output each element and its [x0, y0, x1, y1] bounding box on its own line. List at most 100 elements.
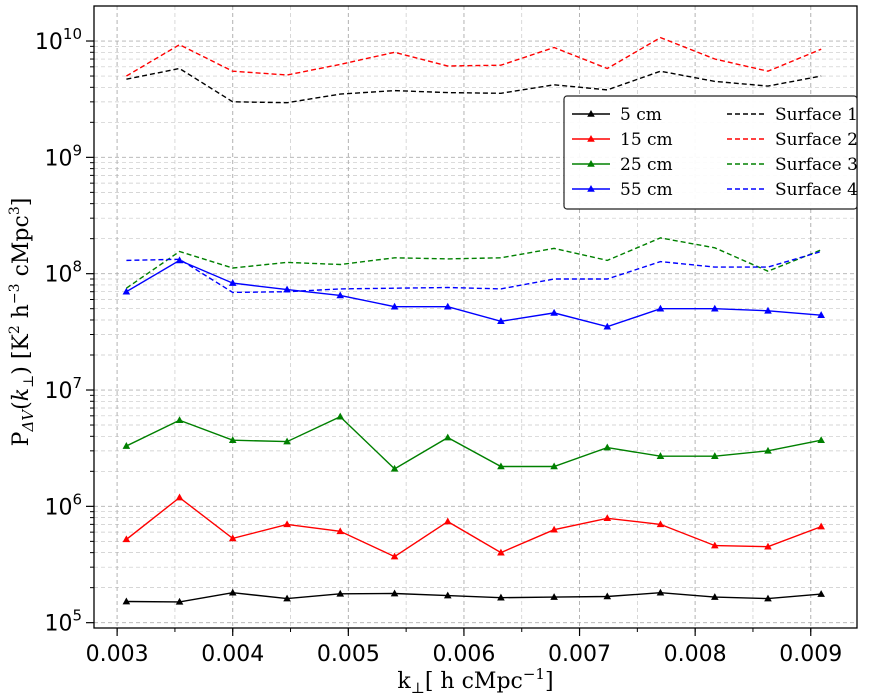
- x-tick-label: 0.009: [779, 642, 842, 667]
- data-point: [283, 594, 291, 602]
- y-tick-label: 109: [44, 141, 82, 171]
- legend-marker: [587, 110, 595, 117]
- x-tick-label: 0.008: [664, 642, 727, 667]
- data-point: [550, 525, 558, 533]
- data-point: [656, 520, 665, 528]
- x-axis-label: k⊥[ h cMpc−1]: [397, 665, 553, 697]
- series-layer: [122, 36, 825, 605]
- data-point: [175, 416, 184, 424]
- data-point: [550, 308, 558, 316]
- data-point: [443, 433, 452, 441]
- data-point: [656, 588, 665, 596]
- x-tick-label: 0.007: [548, 642, 611, 667]
- data-point: [336, 527, 345, 535]
- series-line: [126, 415, 822, 470]
- plot-frame: [93, 5, 858, 629]
- series-line: [125, 496, 822, 558]
- legend-label: Surface 3: [775, 155, 858, 175]
- data-point: [228, 588, 237, 596]
- y-tick-label: 107: [44, 374, 82, 404]
- legend-label: Surface 4: [775, 180, 858, 200]
- data-point: [711, 593, 719, 600]
- data-point: [603, 443, 612, 451]
- data-point: [711, 304, 719, 312]
- series-line: [126, 591, 822, 603]
- x-tick-label: 0.004: [201, 642, 264, 667]
- data-point: [336, 412, 345, 420]
- y-tick-label: 105: [44, 607, 82, 637]
- y-axis-label: PΔV(k⊥) [K2 h−3 cMpc3]: [7, 198, 37, 447]
- data-point: [817, 311, 825, 318]
- data-point: [817, 436, 825, 444]
- data-point: [817, 590, 825, 597]
- data-point: [122, 287, 131, 295]
- axis-ticks: 0.003 0.004 0.005 0.006 0.007 0.008 0.009 105 10…: [35, 25, 842, 667]
- legend-item: 15 cm: [572, 130, 673, 150]
- legend-item: Surface 3: [727, 155, 858, 175]
- legend-marker: [587, 135, 595, 142]
- x-tick-label: 0.003: [86, 642, 149, 667]
- data-point: [764, 594, 772, 602]
- y-tick-label: 108: [44, 258, 82, 288]
- series-surface-2: [126, 36, 822, 77]
- x-tick-label: 0.005: [317, 642, 380, 667]
- data-point: [497, 548, 505, 556]
- series-line: [126, 36, 822, 77]
- series-5-cm: [122, 588, 825, 605]
- data-point: [122, 597, 131, 605]
- series-55-cm: [122, 256, 825, 330]
- data-point: [550, 462, 558, 470]
- data-point: [283, 285, 291, 293]
- series-line: [126, 250, 822, 294]
- data-point: [656, 304, 665, 312]
- legend: 5 cm 15 cm 25 cm 55 cm Surface 1 Surface 2 Sur…: [563, 95, 858, 210]
- data-point: [603, 322, 612, 330]
- series-surface-1: [126, 67, 822, 104]
- legend-item: 5 cm: [572, 105, 662, 125]
- series-line: [126, 237, 822, 289]
- data-point: [764, 542, 772, 550]
- data-point: [283, 520, 291, 528]
- data-point: [497, 317, 505, 325]
- legend-item: 25 cm: [572, 155, 673, 175]
- legend-label: Surface 2: [775, 130, 858, 150]
- data-point: [443, 517, 452, 525]
- legend-label: 5 cm: [620, 105, 662, 125]
- series-15-cm: [122, 493, 825, 560]
- data-point: [228, 436, 237, 444]
- grid: [94, 6, 857, 628]
- legend-label: 15 cm: [620, 130, 673, 150]
- legend-marker: [587, 160, 595, 167]
- x-tick-label: 0.006: [432, 642, 495, 667]
- series-25-cm: [122, 412, 825, 472]
- data-point: [603, 592, 612, 600]
- data-point: [175, 256, 184, 264]
- data-point: [443, 591, 452, 599]
- legend-item: 55 cm: [572, 180, 673, 200]
- data-point: [764, 446, 772, 454]
- legend-label: Surface 1: [775, 105, 858, 125]
- legend-marker: [587, 185, 595, 192]
- legend-box: [563, 95, 858, 210]
- data-point: [656, 452, 665, 459]
- data-point: [283, 437, 291, 445]
- data-point: [175, 493, 184, 501]
- legend-label: 25 cm: [620, 155, 673, 175]
- y-tick-label: 106: [44, 490, 82, 520]
- data-point: [390, 302, 399, 310]
- data-point: [122, 442, 131, 449]
- series-line: [126, 259, 822, 328]
- data-point: [550, 593, 558, 600]
- data-point: [390, 464, 399, 472]
- data-point: [603, 514, 612, 522]
- data-point: [764, 306, 772, 314]
- data-point: [228, 279, 237, 286]
- data-point: [228, 534, 237, 542]
- data-point: [443, 302, 452, 310]
- data-point: [497, 462, 505, 470]
- data-point: [175, 597, 184, 605]
- legend-label: 55 cm: [620, 180, 673, 200]
- data-point: [817, 522, 825, 530]
- y-tick-label: 1010: [35, 25, 82, 55]
